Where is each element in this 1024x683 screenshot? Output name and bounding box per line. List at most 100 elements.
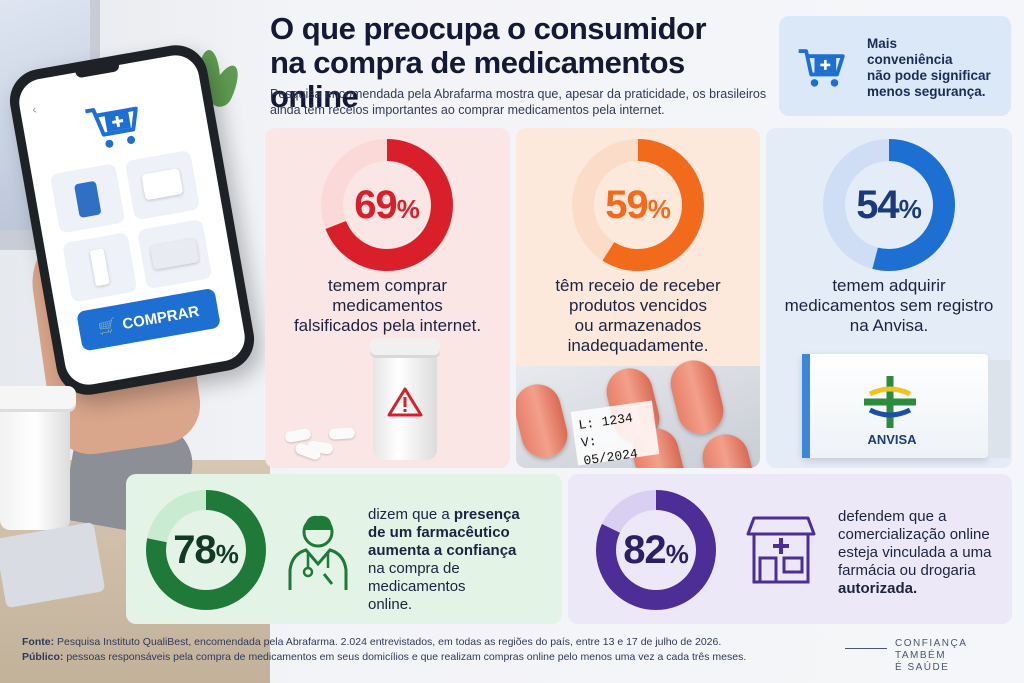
stat-number: 78 (173, 527, 216, 572)
product-tile[interactable] (124, 149, 201, 221)
stat-line-bold: aumenta a confiança (368, 542, 517, 559)
stat-line: têm receio de receber (555, 276, 721, 295)
capsule-blister: L: 1234 V: 05/2024 (516, 355, 760, 468)
stat-sign: % (898, 193, 922, 224)
stat-ring: 59 % (571, 138, 705, 272)
stat-card-authorized-pharmacy: 82 % defendem que a comercialização onli… (568, 474, 1012, 624)
stat-line: falsificados pela internet. (293, 316, 482, 335)
product-tile[interactable] (49, 163, 126, 234)
tagline: CONFIANÇA TAMBÉM É SAÚDE (895, 638, 1015, 674)
tagline-line-1: CONFIANÇA TAMBÉM (895, 638, 967, 661)
stat-line: online. (368, 596, 413, 613)
donut-chart (823, 139, 955, 271)
stat-line: medicamentos (332, 296, 443, 315)
pharmacy-store-icon (746, 516, 816, 584)
audience-text: pessoas responsáveis pela compra de medi… (63, 651, 747, 663)
medicine-box: ANVISA (802, 354, 1010, 458)
donut-arc (596, 490, 716, 610)
stat-card-counterfeit: 69 % temem comprar medicamentos falsific… (265, 128, 510, 468)
stat-description: temem adquirir medicamentos sem registro… (766, 276, 1012, 336)
source-text: Pesquisa Instituto QualiBest, encomendad… (54, 636, 722, 648)
source-footer: Fonte: Pesquisa Instituto QualiBest, enc… (22, 635, 812, 665)
stat-ring: 82 % (594, 488, 718, 612)
donut-arc (572, 139, 704, 271)
tagline-divider (845, 648, 887, 649)
stat-card-expired: 59 % têm receio de receber produtos venc… (516, 128, 760, 468)
stat-line: defendem que a (838, 508, 947, 525)
stat-line: ou armazenados (574, 316, 702, 335)
cart-icon: 🛒 (96, 317, 119, 338)
promo-box: Mais conveniência não pode significar me… (779, 16, 1011, 116)
donut-chart (321, 139, 453, 271)
donut-arc (823, 139, 955, 271)
product-tile[interactable] (62, 232, 138, 303)
donut-chart (146, 490, 266, 610)
source-label: Fonte: (22, 636, 55, 648)
product-grid (49, 149, 213, 303)
stat-line: dizem que a (368, 506, 454, 523)
stat-ring: 54 % (822, 138, 956, 272)
stat-line-bold: autorizada. (838, 580, 918, 597)
stat-sign: % (647, 193, 671, 224)
stat-line: na compra de medicamentos (368, 560, 466, 595)
promo-text: Mais conveniência não pode significar me… (867, 36, 1007, 100)
stat-value: 59 % (571, 138, 705, 272)
white-pills (284, 420, 365, 462)
smartphone: ‹ (4, 40, 260, 400)
phone-screen: ‹ (15, 51, 249, 389)
stat-sign: % (396, 193, 420, 224)
product-tile[interactable] (136, 218, 213, 290)
stat-line-bold: de um farmacêutico (368, 524, 510, 541)
stat-line: temem adquirir (832, 276, 946, 295)
stat-number: 82 (623, 527, 666, 572)
stat-value: 69 % (320, 138, 454, 272)
stat-description: dizem que a presença de um farmacêutico … (368, 506, 558, 614)
stat-value: 82 % (594, 488, 718, 612)
stat-line: produtos vencidos (569, 296, 707, 315)
warning-icon (387, 387, 423, 417)
stat-line: farmácia ou drogaria (838, 562, 976, 579)
stat-sign: % (215, 538, 239, 569)
stat-line: comercialização online (838, 526, 990, 543)
page-subtitle: Pesquisa encomendada pela Abrafarma most… (270, 87, 767, 117)
stat-line: inadequadamente. (567, 336, 709, 355)
promo-line-1: Mais (867, 36, 898, 51)
stat-sign: % (665, 538, 689, 569)
stat-value: 78 % (144, 488, 268, 612)
stat-number: 69 (354, 182, 397, 227)
stat-line: esteja vinculada a uma (838, 544, 992, 561)
anvisa-logo-icon (864, 376, 916, 428)
lot-number: L: 1234 (577, 410, 634, 433)
stat-ring: 78 % (144, 488, 268, 612)
back-chevron-icon[interactable]: ‹ (31, 102, 38, 117)
promo-line-2: conveniência (867, 52, 953, 67)
stat-line: medicamentos sem registro (784, 296, 994, 315)
promo-line-3: não pode significar (867, 68, 991, 83)
title-line-1: O que preocupa o consumidor (270, 11, 707, 46)
pharmacist-icon (288, 515, 348, 590)
pill-bottle (370, 338, 440, 460)
stat-line: temem comprar (327, 276, 448, 295)
cart-plus-icon (798, 49, 845, 87)
stat-description: têm receio de receber produtos vencidos … (516, 276, 760, 356)
cart-plus-icon (85, 106, 138, 148)
expiry-date: V: 05/2024 (580, 433, 639, 468)
stat-ring: 69 % (320, 138, 454, 272)
stat-line: na Anvisa. (849, 316, 929, 335)
anvisa-label: ANVISA (867, 432, 917, 447)
stat-card-pharmacist: 78 % dizem que a presença de um farmacêu… (126, 474, 562, 624)
stat-description: temem comprar medicamentos falsificados … (265, 276, 510, 336)
donut-chart (596, 490, 716, 610)
stat-number: 59 (605, 182, 648, 227)
donut-arc (146, 490, 266, 610)
donut-chart (572, 139, 704, 271)
stat-description: defendem que a comercialização online es… (838, 508, 1008, 598)
audience-label: Público: (22, 651, 64, 663)
pill-bottle (0, 386, 76, 530)
stat-value: 54 % (822, 138, 956, 272)
stat-number: 54 (856, 182, 899, 227)
tagline-line-2: É SAÚDE (895, 662, 950, 673)
lot-expiry-label: L: 1234 V: 05/2024 (570, 400, 660, 468)
buy-button-label: COMPRAR (121, 302, 201, 333)
